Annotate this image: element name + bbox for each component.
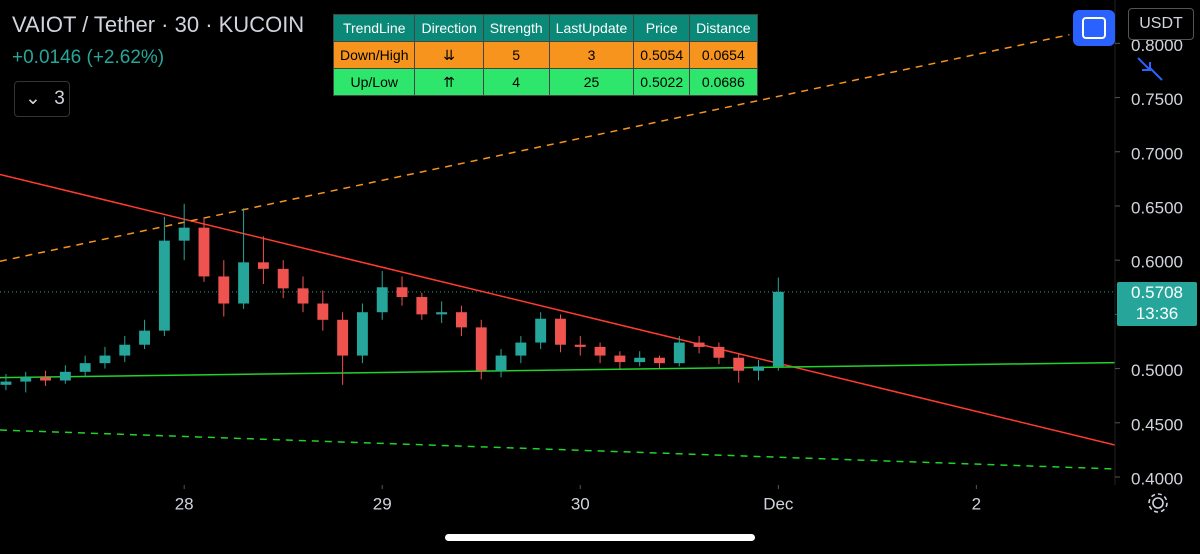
candle-body xyxy=(416,297,428,315)
candle-body xyxy=(356,312,368,356)
y-tick-label: 0.4500 xyxy=(1131,415,1183,434)
y-tick-label: 0.5000 xyxy=(1131,361,1183,380)
candle-body xyxy=(594,346,606,356)
table-cell: Price xyxy=(633,14,691,42)
candle-body xyxy=(396,287,408,298)
table-cell: Up/Low xyxy=(332,68,416,96)
y-tick-label: 0.4000 xyxy=(1131,469,1183,488)
x-tick-label: 30 xyxy=(571,494,590,513)
candle-body xyxy=(178,227,190,241)
x-tick-label: 29 xyxy=(373,494,392,513)
table-row: Up/Low ⇈ 4 25 0.5022 0.0686 xyxy=(332,68,758,96)
candle-body xyxy=(733,357,745,371)
table-cell: 0.0654 xyxy=(689,41,758,69)
candle-body xyxy=(79,363,91,372)
table-cell: ⇊ xyxy=(414,41,484,69)
candle-body xyxy=(59,371,71,381)
y-tick-label: 0.7500 xyxy=(1131,90,1183,109)
candle-body xyxy=(317,303,329,320)
candle-body xyxy=(772,291,784,367)
x-tick-label: Dec xyxy=(763,494,794,513)
candle-body xyxy=(555,318,566,345)
trend-line xyxy=(0,429,1115,470)
fullscreen-icon xyxy=(1082,17,1106,39)
table-cell: TrendLine xyxy=(332,14,416,42)
table-cell: LastUpdate xyxy=(548,14,635,42)
candle-body xyxy=(535,318,547,343)
price-label: 0.5708 13:36 xyxy=(1117,282,1197,326)
home-indicator xyxy=(445,534,755,541)
y-tick-label: 0.7000 xyxy=(1131,144,1183,163)
candle-body xyxy=(218,276,230,304)
table-cell: ⇈ xyxy=(414,68,484,96)
candle-body xyxy=(40,377,51,381)
table-cell: Strength xyxy=(482,14,550,42)
table-cell: Down/High xyxy=(332,41,416,69)
candle-body xyxy=(0,381,12,385)
candle-body xyxy=(515,342,527,356)
currency-button[interactable]: USDT xyxy=(1128,8,1194,40)
table-cell: 0.0686 xyxy=(689,68,758,96)
trend-line xyxy=(0,361,1115,379)
candle-body xyxy=(475,327,487,371)
candle-body xyxy=(753,366,764,371)
candle-body xyxy=(495,355,507,371)
countdown: 13:36 xyxy=(1135,304,1179,323)
candle-body xyxy=(673,342,685,364)
candle-body xyxy=(337,319,349,356)
candle-body xyxy=(693,342,705,347)
table-row: Down/High ⇊ 5 3 0.5054 0.0654 xyxy=(332,41,758,69)
candle-body xyxy=(198,227,210,277)
candle-body xyxy=(297,288,309,304)
plot-area xyxy=(0,33,1115,470)
last-price: 0.5708 xyxy=(1131,283,1183,302)
candle-body xyxy=(436,312,448,315)
candle-body xyxy=(139,330,151,345)
candle-body xyxy=(99,355,111,364)
table-cell: 0.5022 xyxy=(633,68,691,96)
table-cell: 4 xyxy=(482,68,550,96)
candle-body xyxy=(238,262,250,304)
table-row: TrendLine Direction Strength LastUpdate Pric… xyxy=(332,14,758,42)
table-cell: 3 xyxy=(548,41,635,69)
y-tick-label: 0.6500 xyxy=(1131,198,1183,217)
price-change: +0.0146 (+2.62%) xyxy=(12,47,165,68)
candle-body xyxy=(158,240,170,331)
candle-body xyxy=(654,357,665,364)
indicators-toggle[interactable]: ⌄ 3 xyxy=(14,81,70,117)
candle-body xyxy=(634,357,646,363)
fullscreen-button[interactable] xyxy=(1073,10,1115,46)
table-cell: Distance xyxy=(689,14,758,42)
candle-body xyxy=(277,268,289,289)
y-tick-label: 0.6000 xyxy=(1131,253,1183,272)
candle-body xyxy=(574,344,586,347)
trend-line xyxy=(0,33,1070,262)
y-tick-label: 0.8000 xyxy=(1131,36,1183,55)
table-cell: Direction xyxy=(414,14,484,42)
indicators-count: 3 xyxy=(54,88,65,109)
trendline-table: TrendLine Direction Strength LastUpdate Pric… xyxy=(332,14,758,96)
table-cell: 5 xyxy=(482,41,550,69)
candle-body xyxy=(257,262,269,269)
candle-body xyxy=(713,346,725,358)
x-tick-label: 2 xyxy=(972,494,981,513)
table-cell: 25 xyxy=(548,68,635,96)
settings-icon[interactable] xyxy=(1148,493,1168,513)
table-cell: 0.5054 xyxy=(633,41,691,69)
trend-line xyxy=(0,173,1115,446)
candle-body xyxy=(614,355,626,363)
candle-body xyxy=(456,312,467,328)
candle-body xyxy=(20,377,32,382)
candle-body xyxy=(376,287,388,313)
collapse-icon[interactable] xyxy=(1137,57,1163,81)
candle-body xyxy=(119,344,131,356)
x-tick-label: 28 xyxy=(175,494,194,513)
chevron: ⌄ xyxy=(25,88,41,109)
symbol-title: VAIOT / Tether · 30 · KUCOIN xyxy=(12,12,305,37)
